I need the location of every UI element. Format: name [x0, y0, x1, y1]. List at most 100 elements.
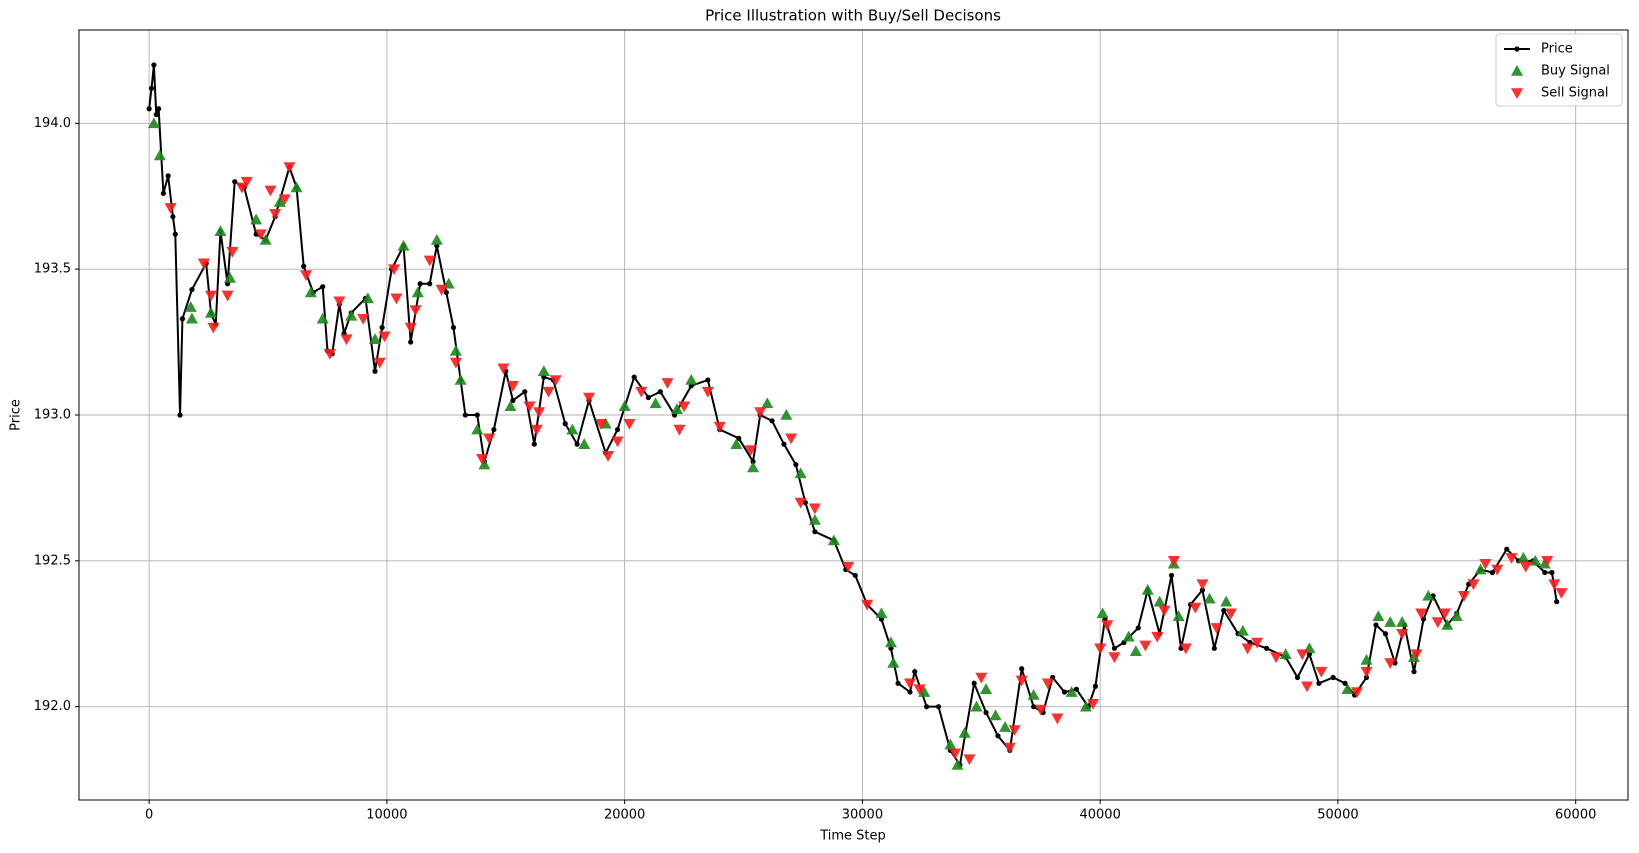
signal-marker: [164, 203, 177, 214]
signal-marker: [537, 365, 550, 377]
signal-marker: [808, 514, 821, 525]
signal-marker: [235, 182, 248, 194]
signal-marker: [250, 213, 263, 225]
signal-marker: [1065, 686, 1078, 697]
signal-marker: [1408, 651, 1421, 662]
price-point: [474, 412, 480, 418]
price-point: [1211, 645, 1217, 651]
price-point: [443, 289, 449, 296]
signal-marker: [264, 185, 277, 197]
signal-marker: [207, 322, 220, 334]
signal-marker: [454, 374, 467, 385]
price-point: [1135, 625, 1141, 631]
price-point: [170, 214, 176, 220]
signal-marker: [1555, 588, 1568, 599]
signal-marker: [1210, 623, 1223, 634]
signal-marker: [506, 381, 519, 392]
legend-label: Buy Signal: [1541, 64, 1610, 79]
signal-marker: [1474, 563, 1487, 575]
signal-marker: [578, 438, 591, 449]
signal-marker: [1296, 649, 1309, 661]
signal-marker: [808, 503, 821, 515]
signal-marker: [1153, 595, 1166, 607]
signal-marker: [1087, 698, 1100, 710]
signal-marker: [913, 684, 926, 696]
signal-marker: [1041, 678, 1054, 690]
price-point: [160, 190, 167, 196]
x-axis-label: Time Step: [819, 829, 886, 844]
signal-marker: [221, 290, 234, 302]
price-point: [935, 704, 942, 710]
signal-marker: [1517, 551, 1530, 563]
signal-marker: [204, 306, 217, 318]
signal-marker: [269, 208, 282, 220]
signal-marker: [1203, 592, 1216, 604]
signal-marker: [1372, 610, 1385, 622]
signal-marker: [970, 700, 983, 712]
signal-marker: [1529, 554, 1542, 566]
signal-marker: [1457, 591, 1470, 602]
signal-marker: [730, 438, 743, 449]
signal-marker: [1519, 561, 1532, 573]
price-point: [912, 669, 918, 675]
signal-marker: [1196, 579, 1209, 591]
signal-marker: [430, 234, 443, 245]
signal-marker: [1415, 608, 1428, 620]
signal-marker: [1027, 689, 1040, 700]
signal-marker: [1341, 683, 1354, 694]
signal-marker: [1167, 556, 1180, 567]
price-point: [1019, 666, 1025, 672]
signal-marker: [1441, 619, 1454, 630]
x-tick-label: 0: [145, 808, 153, 823]
signal-marker: [903, 678, 916, 690]
signal-marker: [1505, 553, 1518, 564]
signal-marker: [794, 497, 807, 509]
signal-marker: [1396, 616, 1409, 627]
signal-marker: [1360, 654, 1373, 665]
signal-marker: [197, 258, 210, 270]
signal-marker: [1101, 620, 1114, 631]
signal-marker: [185, 312, 198, 324]
price-point: [1073, 686, 1079, 692]
signal-marker: [1450, 610, 1463, 622]
signal-marker: [204, 290, 217, 302]
signal-marker: [476, 453, 489, 465]
signal-marker: [635, 386, 648, 398]
signal-marker: [1422, 589, 1435, 601]
signal-marker: [184, 301, 197, 312]
signal-marker: [1384, 616, 1397, 627]
signal-marker: [661, 378, 674, 389]
price-point: [1061, 689, 1068, 695]
signal-marker: [1491, 564, 1504, 576]
signal-marker: [1220, 595, 1233, 607]
price-point: [1111, 645, 1118, 651]
price-point: [372, 368, 378, 374]
y-axis-label: Price: [9, 399, 24, 431]
signal-marker: [944, 738, 957, 750]
signal-marker: [887, 656, 900, 668]
price-point: [177, 412, 183, 418]
signal-marker: [304, 286, 317, 298]
price-point: [510, 397, 516, 404]
price-point: [983, 709, 989, 716]
price-point: [408, 339, 414, 345]
signal-marker: [254, 229, 267, 241]
signal-marker: [685, 374, 698, 385]
price-point: [769, 418, 775, 424]
signal-marker: [1360, 666, 1373, 678]
signal-marker: [316, 312, 329, 324]
signal-marker: [1279, 648, 1292, 659]
legend-marker: [1511, 88, 1523, 99]
price-point: [1294, 674, 1301, 681]
signal-marker: [300, 270, 313, 281]
signal-marker: [1151, 631, 1164, 643]
signal-marker: [423, 255, 436, 267]
price-point: [705, 377, 711, 383]
signal-marker: [1315, 666, 1328, 678]
price-point: [812, 529, 818, 535]
signal-marker: [1189, 602, 1202, 614]
price-point: [852, 572, 858, 579]
price-point: [301, 263, 307, 269]
